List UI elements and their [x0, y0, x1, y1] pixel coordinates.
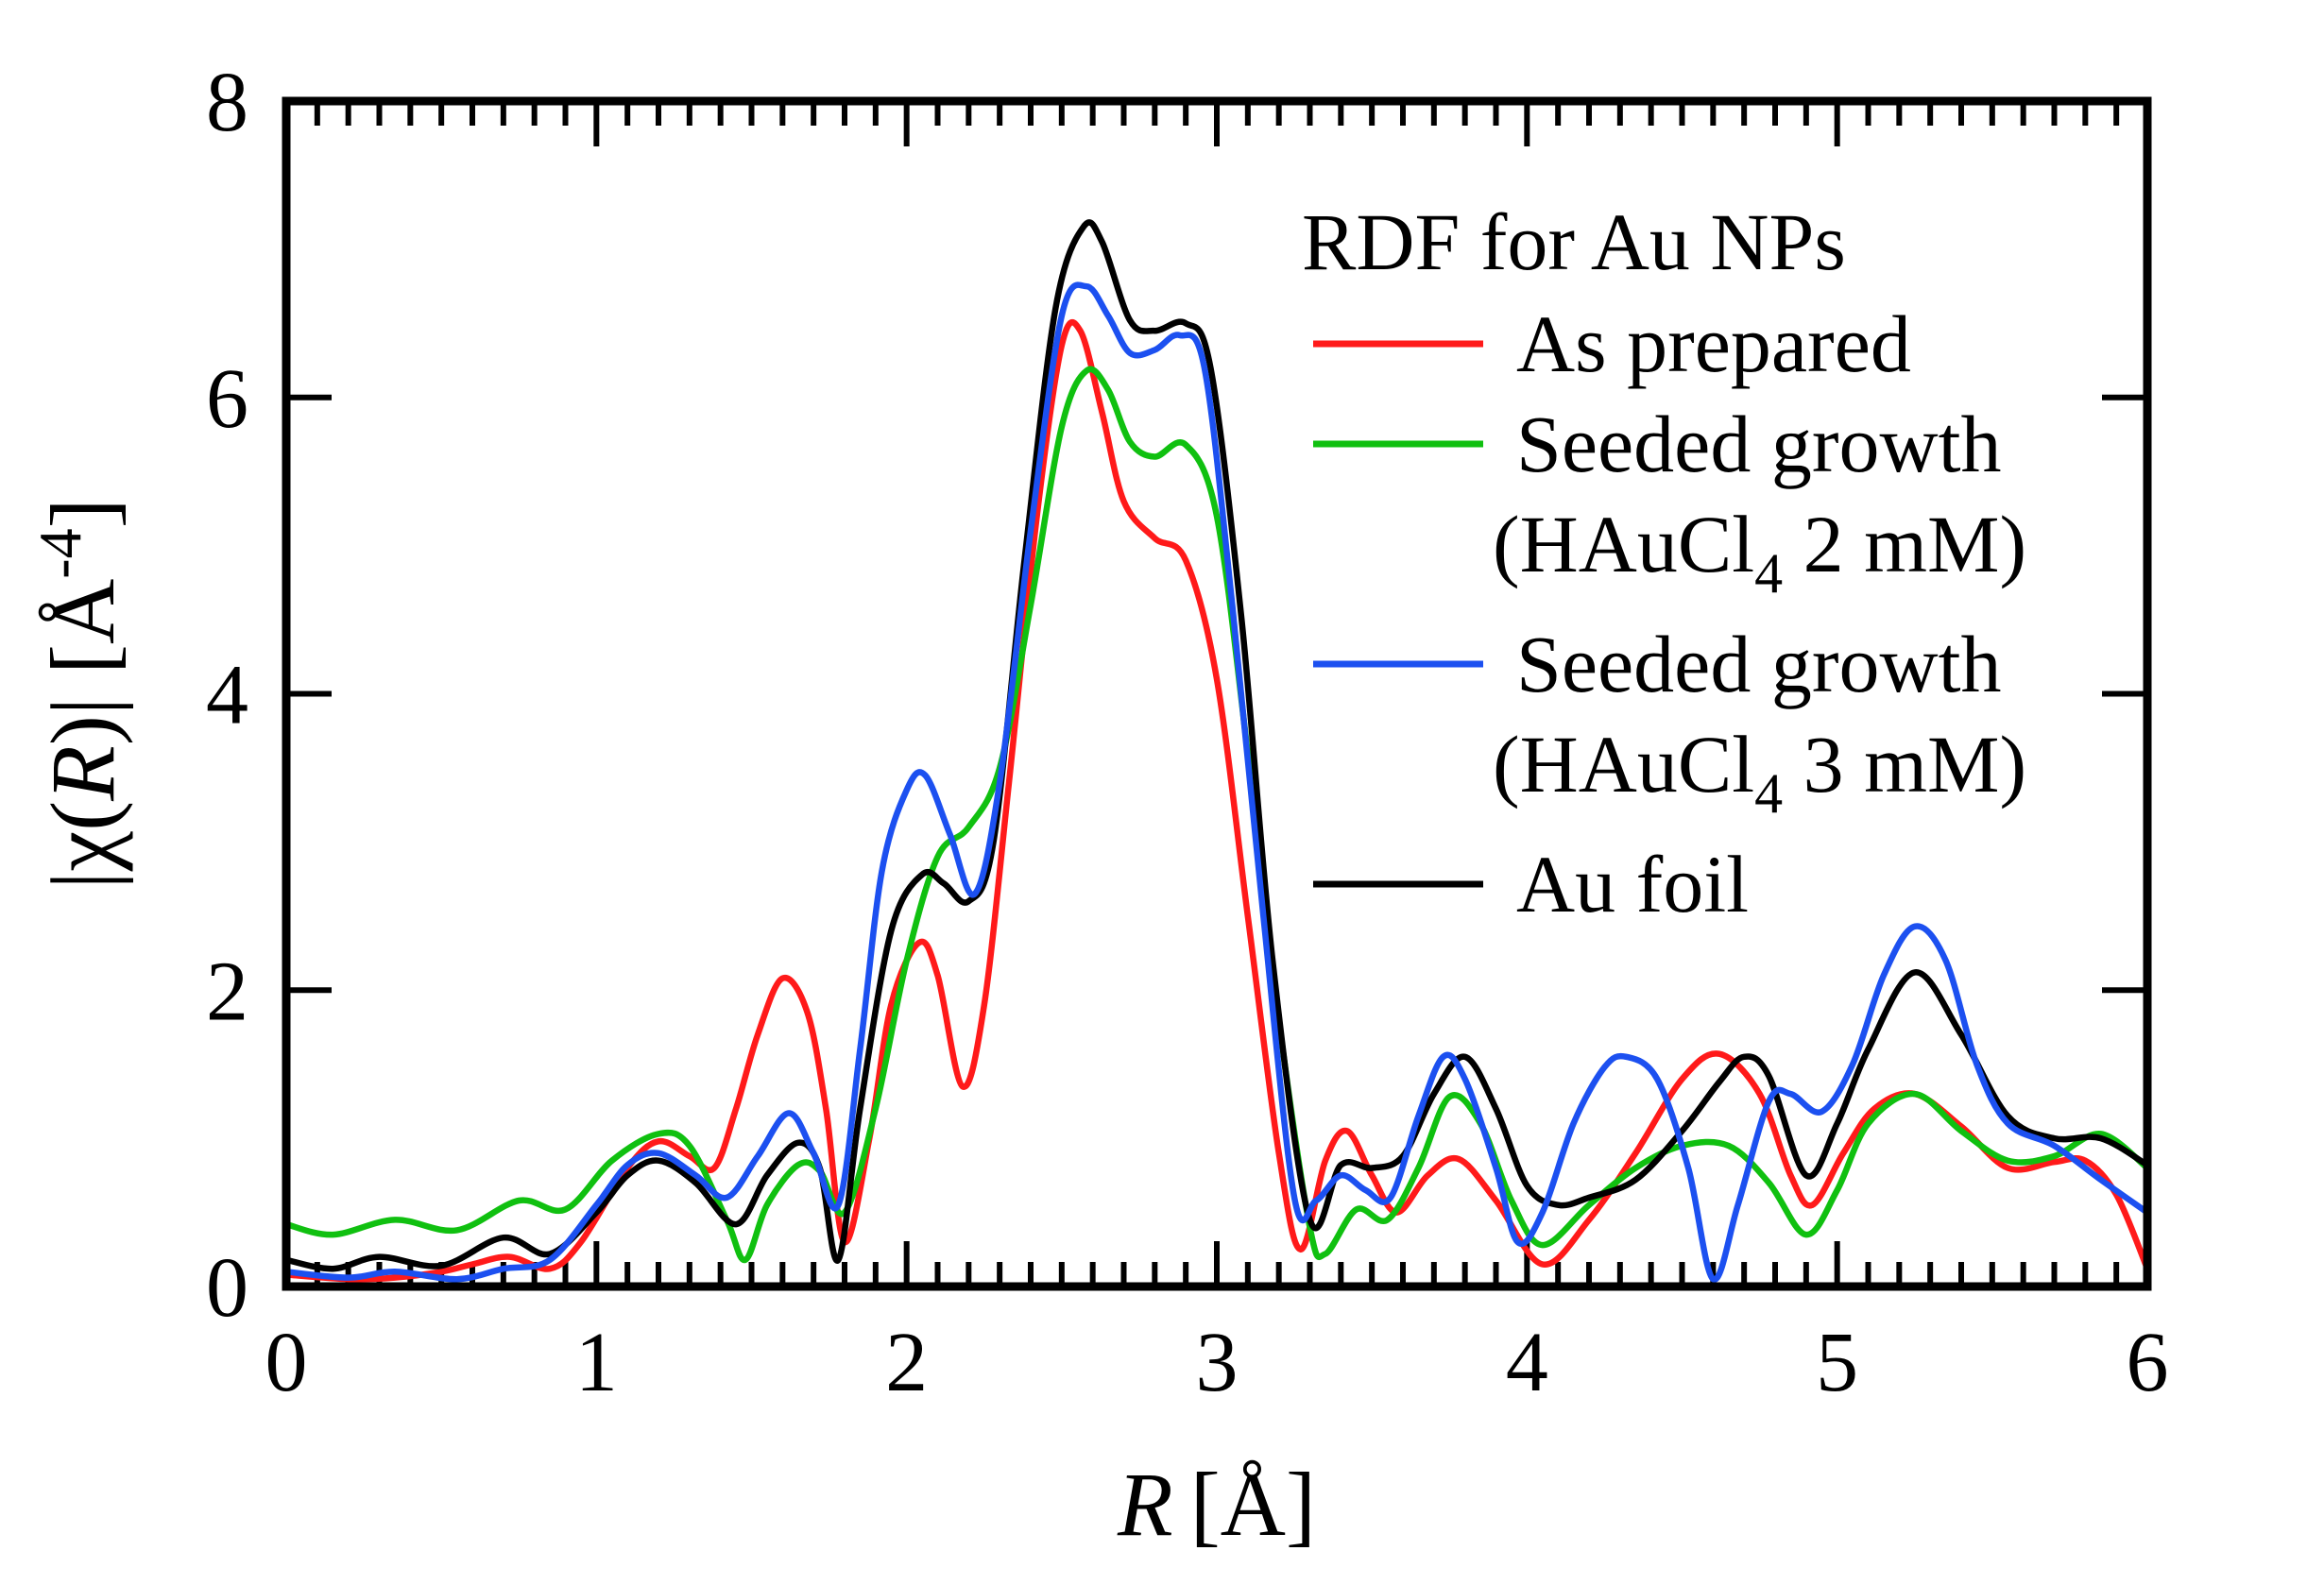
x-tick-label: 3	[1196, 1316, 1239, 1409]
x-axis-title: R [Å]	[1117, 1454, 1316, 1555]
x-tick-label: 6	[2127, 1316, 2169, 1409]
y-tick-label: 0	[206, 1241, 248, 1335]
y-axis-var: R	[32, 745, 133, 802]
plot-frame	[282, 96, 2152, 1291]
y-tick-label: 2	[206, 945, 248, 1038]
x-axis-unit: [Å]	[1190, 1454, 1316, 1555]
y-tick-label: 8	[206, 56, 248, 149]
legend-sub-pre-2mm: (HAuCl	[1493, 499, 1754, 589]
legend-sublabel-seeded-3mm: (HAuCl4 3 mM)	[1493, 719, 2026, 825]
x-tick-labels: 0 1 2 3 4 5 6	[265, 1316, 2169, 1409]
x-axis-var: R	[1117, 1454, 1173, 1555]
legend: RDF for Au NPs As prepared Seeded growth…	[1302, 196, 2026, 929]
y-axis-exp: -4	[26, 528, 94, 578]
legend-label-seeded-3mm: Seeded growth	[1516, 619, 2001, 709]
y-tick-label: 4	[206, 649, 248, 742]
x-tick-label: 1	[575, 1316, 618, 1409]
series-line-2	[282, 281, 2151, 1283]
series-line-1	[282, 366, 2151, 1264]
legend-sub-post-3mm: 3 mM)	[1783, 719, 2026, 810]
legend-label-seeded-2mm: Seeded growth	[1516, 399, 2001, 489]
series-line-0	[282, 319, 2151, 1283]
legend-sublabel-seeded-2mm: (HAuCl4 2 mM)	[1493, 499, 2026, 605]
legend-label-au-foil: Au foil	[1516, 839, 1749, 929]
x-tick-label: 5	[1816, 1316, 1858, 1409]
legend-sub-idx-3mm: 4	[1754, 762, 1783, 825]
x-tick-label: 2	[885, 1316, 928, 1409]
legend-sub-idx-2mm: 4	[1754, 542, 1783, 605]
legend-title: RDF for Au NPs	[1302, 196, 1846, 287]
legend-sub-pre-3mm: (HAuCl	[1493, 719, 1754, 810]
series-line-3	[282, 219, 2151, 1272]
y-tick-label: 6	[206, 352, 248, 446]
series-lines	[282, 219, 2151, 1283]
legend-sub-post-2mm: 2 mM)	[1783, 499, 2026, 589]
y-axis-pre: |χ(	[32, 801, 133, 890]
y-axis-post: )| [Å	[32, 579, 133, 745]
y-axis-close: ]	[32, 498, 133, 528]
x-tick-label: 0	[265, 1316, 308, 1409]
legend-label-as-prepared: As prepared	[1516, 298, 1911, 389]
x-tick-label: 4	[1506, 1316, 1548, 1409]
y-tick-labels: 0 2 4 6 8	[206, 56, 248, 1335]
y-axis-title: |χ(R)| [Å-4]	[26, 498, 134, 889]
